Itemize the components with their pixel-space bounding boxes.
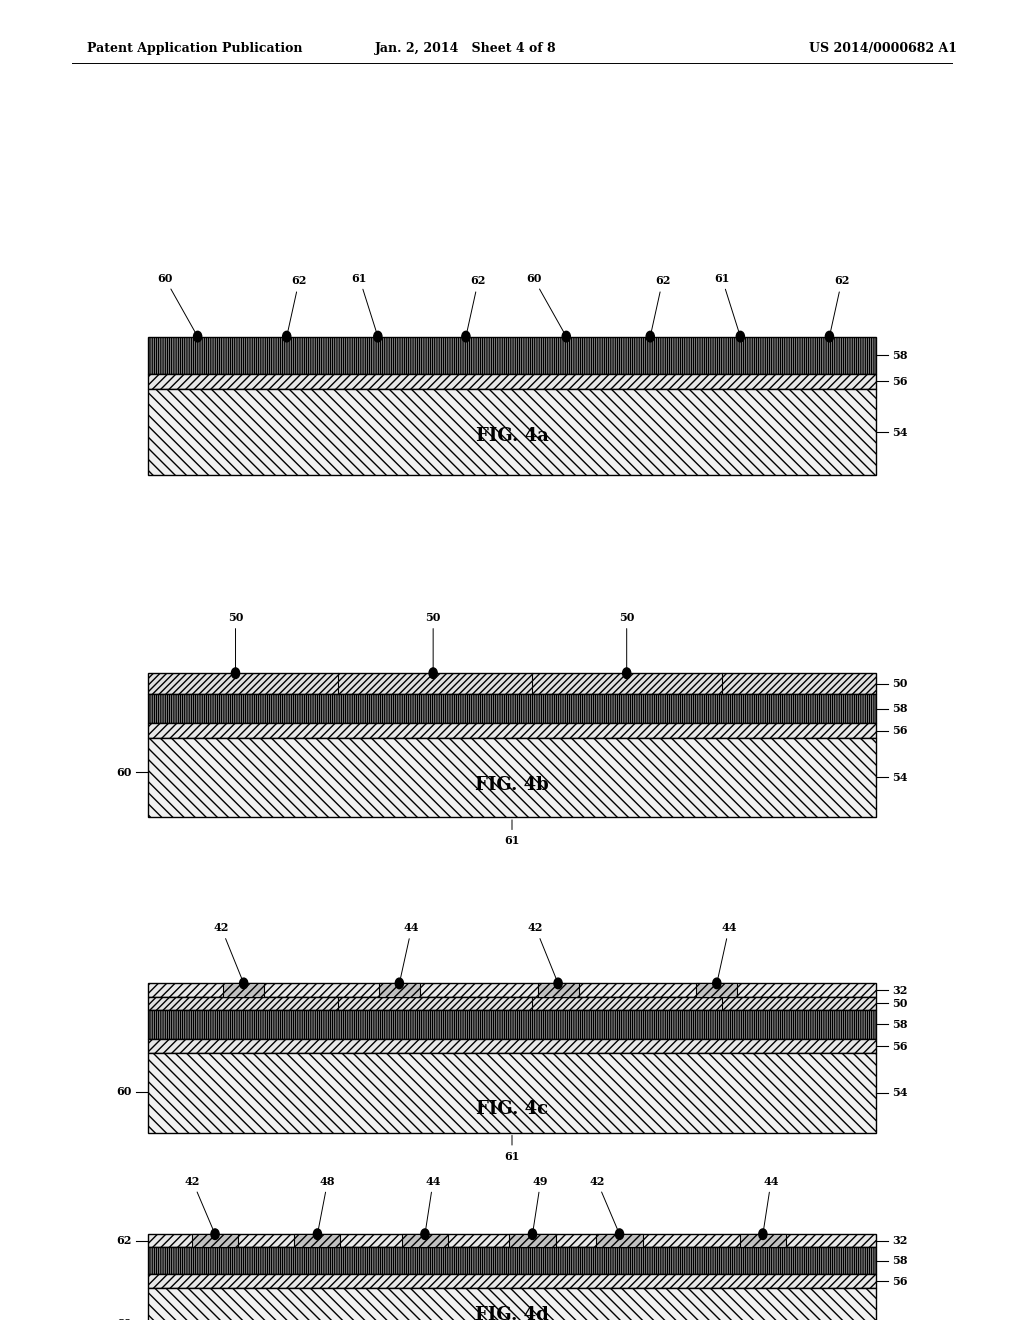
Text: 49: 49 xyxy=(532,1176,549,1232)
Bar xyxy=(148,1234,876,1247)
Bar xyxy=(401,1234,449,1247)
Text: 42: 42 xyxy=(527,923,557,981)
Text: 61: 61 xyxy=(351,273,377,334)
Circle shape xyxy=(421,1229,429,1239)
Bar xyxy=(148,738,876,817)
Bar xyxy=(148,1053,876,1133)
Circle shape xyxy=(713,978,721,989)
Text: 60: 60 xyxy=(117,767,132,777)
Bar xyxy=(379,983,420,997)
Text: 62: 62 xyxy=(467,276,486,334)
Text: 42: 42 xyxy=(213,923,243,981)
Text: 60: 60 xyxy=(117,1086,132,1097)
Text: 56: 56 xyxy=(892,725,907,737)
Text: 61: 61 xyxy=(714,273,739,334)
Text: 62: 62 xyxy=(288,276,307,334)
Text: 54: 54 xyxy=(892,1088,907,1098)
Circle shape xyxy=(462,331,470,342)
Text: 56: 56 xyxy=(892,376,907,387)
Text: FIG. 4d: FIG. 4d xyxy=(475,1305,549,1320)
Text: 61: 61 xyxy=(504,1135,520,1162)
Text: 58: 58 xyxy=(892,1255,907,1266)
Circle shape xyxy=(646,331,654,342)
Circle shape xyxy=(211,1229,219,1239)
Text: 56: 56 xyxy=(892,1040,907,1052)
Bar xyxy=(148,694,876,723)
Circle shape xyxy=(759,1229,767,1239)
Text: 61: 61 xyxy=(504,820,520,846)
Circle shape xyxy=(615,1229,624,1239)
Text: 62: 62 xyxy=(117,1236,132,1246)
Text: 60: 60 xyxy=(157,273,197,334)
Text: 44: 44 xyxy=(425,1176,441,1232)
Text: 32: 32 xyxy=(892,1236,907,1246)
Text: 44: 44 xyxy=(400,923,420,981)
Bar xyxy=(148,1039,876,1053)
Circle shape xyxy=(554,978,562,989)
Circle shape xyxy=(194,331,202,342)
Circle shape xyxy=(429,668,437,678)
Bar xyxy=(148,1247,876,1274)
Bar xyxy=(223,983,264,997)
Circle shape xyxy=(283,331,291,342)
Bar xyxy=(148,983,876,997)
Text: FIG. 4c: FIG. 4c xyxy=(476,1100,548,1118)
Bar xyxy=(148,337,876,374)
Text: 62: 62 xyxy=(830,276,850,334)
Bar xyxy=(510,1234,555,1247)
Bar xyxy=(148,374,876,389)
Text: 54: 54 xyxy=(892,426,907,438)
Text: 50: 50 xyxy=(618,612,635,671)
Text: 50: 50 xyxy=(892,678,907,689)
Text: 58: 58 xyxy=(892,350,907,360)
Circle shape xyxy=(374,331,382,342)
Text: 50: 50 xyxy=(425,612,441,671)
Circle shape xyxy=(240,978,248,989)
Text: 60: 60 xyxy=(525,273,565,334)
Text: 44: 44 xyxy=(763,1176,779,1232)
Bar xyxy=(739,1234,786,1247)
Text: Jan. 2, 2014   Sheet 4 of 8: Jan. 2, 2014 Sheet 4 of 8 xyxy=(375,42,557,55)
Bar xyxy=(193,1234,238,1247)
Text: FIG. 4b: FIG. 4b xyxy=(475,776,549,795)
Bar xyxy=(696,983,737,997)
Circle shape xyxy=(313,1229,322,1239)
Bar xyxy=(148,1010,876,1039)
Text: Patent Application Publication: Patent Application Publication xyxy=(87,42,302,55)
Text: FIG. 4a: FIG. 4a xyxy=(475,426,549,445)
Bar xyxy=(148,1274,876,1288)
Circle shape xyxy=(562,331,570,342)
Text: 42: 42 xyxy=(184,1176,214,1232)
Text: 62: 62 xyxy=(651,276,671,334)
Bar xyxy=(148,673,876,694)
Text: 42: 42 xyxy=(589,1176,618,1232)
Circle shape xyxy=(528,1229,537,1239)
Circle shape xyxy=(825,331,834,342)
Text: 56: 56 xyxy=(892,1275,907,1287)
Text: 58: 58 xyxy=(892,1019,907,1030)
Bar xyxy=(538,983,579,997)
Circle shape xyxy=(736,331,744,342)
Bar xyxy=(596,1234,643,1247)
Text: 50: 50 xyxy=(892,998,907,1008)
Text: 60: 60 xyxy=(117,1319,132,1320)
Text: 54: 54 xyxy=(892,772,907,783)
Circle shape xyxy=(231,668,240,678)
Bar xyxy=(148,1288,876,1320)
Bar xyxy=(148,389,876,475)
Bar xyxy=(295,1234,340,1247)
Text: 44: 44 xyxy=(718,923,737,981)
Text: 50: 50 xyxy=(227,612,244,671)
Circle shape xyxy=(395,978,403,989)
Circle shape xyxy=(623,668,631,678)
Text: 48: 48 xyxy=(318,1176,336,1232)
Text: 32: 32 xyxy=(892,985,907,995)
Text: 58: 58 xyxy=(892,704,907,714)
Text: US 2014/0000682 A1: US 2014/0000682 A1 xyxy=(809,42,957,55)
Bar xyxy=(148,723,876,738)
Bar xyxy=(148,997,876,1010)
